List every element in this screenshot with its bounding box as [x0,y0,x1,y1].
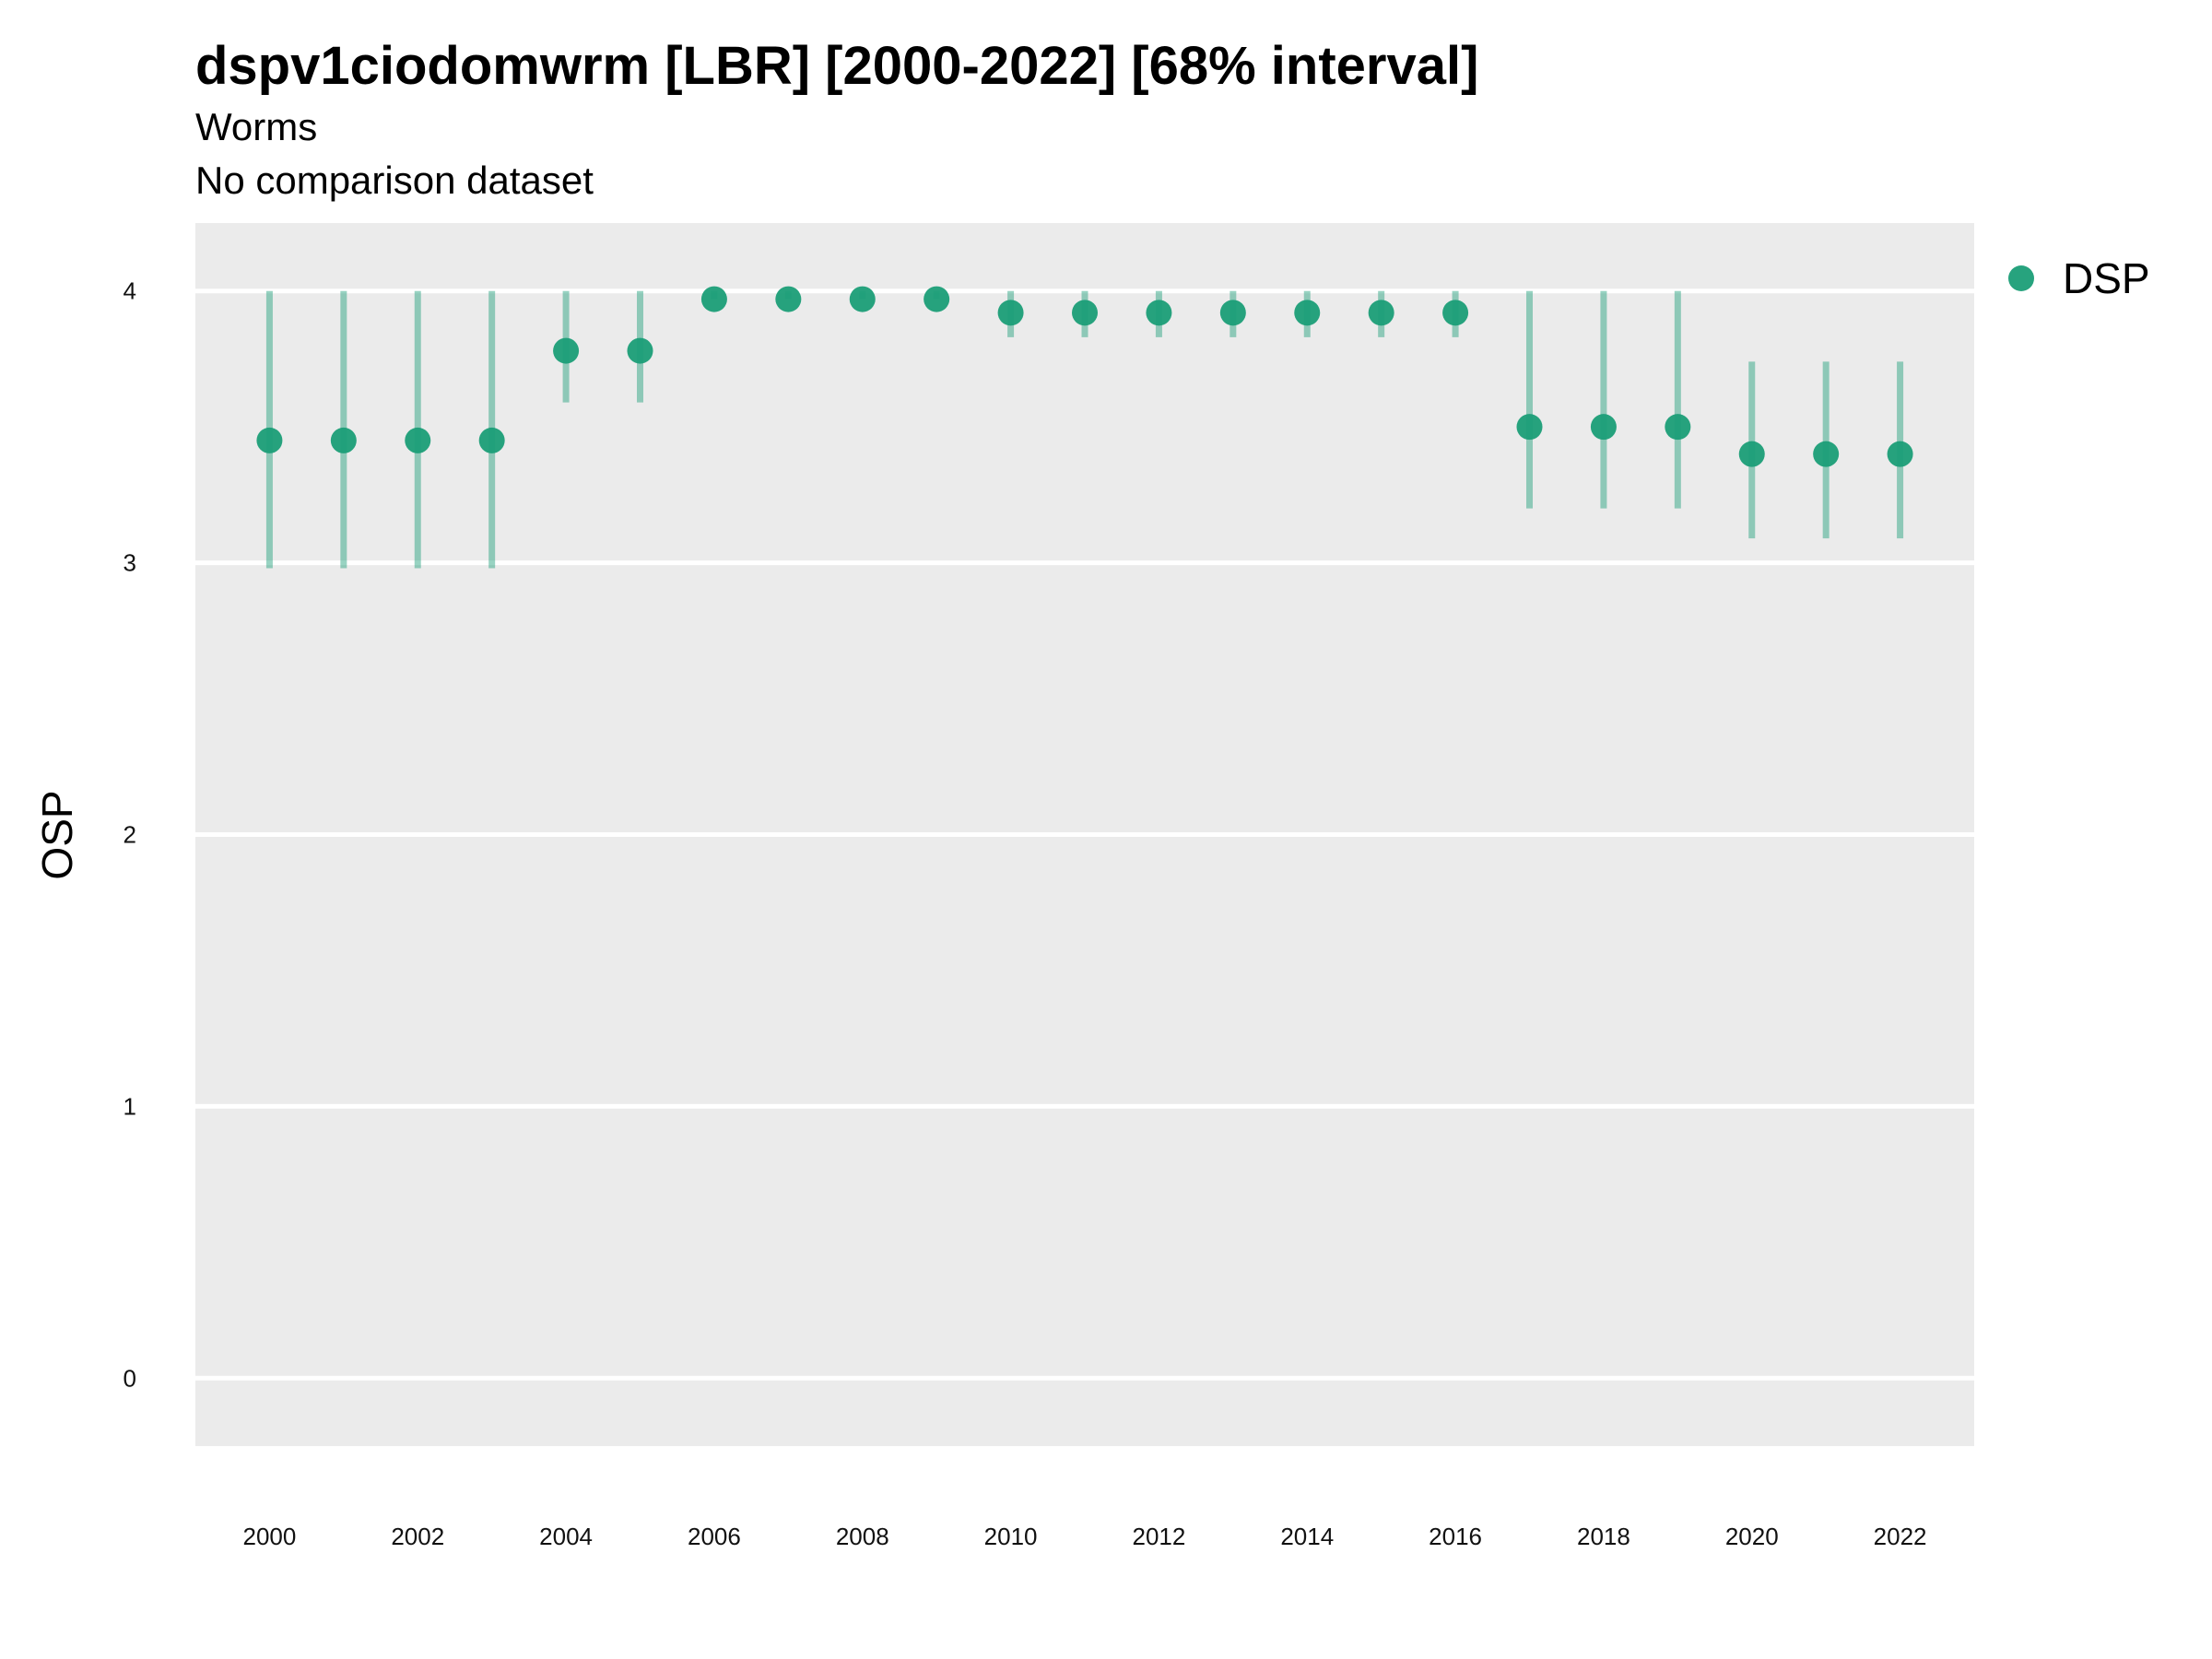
chart-subtitle: Worms [195,105,318,148]
legend: DSP [2008,254,2150,302]
data-point [1887,441,1913,467]
data-point [1738,441,1765,467]
data-point [1219,300,1246,326]
data-point [1442,300,1469,326]
data-point [849,286,876,312]
data-point [405,427,431,453]
grid-lines [195,288,1974,1381]
x-tick-label: 2004 [539,1523,593,1550]
data-point [478,427,505,453]
y-tick-labels: 0 1 2 3 4 [124,277,136,1393]
data-point [1294,300,1321,326]
data-point [924,286,950,312]
data-point [997,300,1024,326]
data-point [1146,300,1172,326]
x-tick-label: 2020 [1725,1523,1779,1550]
data-point [1072,300,1098,326]
y-tick-label: 4 [124,277,136,305]
y-tick-label: 1 [124,1092,136,1120]
x-tick-labels: 2000 2002 2004 2006 2008 2010 2012 2014 2016 2018… [242,1523,1926,1550]
x-tick-label: 2022 [1874,1523,1927,1550]
x-tick-label: 2010 [984,1523,1038,1550]
y-axis-title: OSP [33,790,81,879]
data-marks [256,286,1913,569]
x-tick-label: 2008 [836,1523,889,1550]
x-tick-label: 2016 [1429,1523,1482,1550]
data-point [775,286,802,312]
chart-title: dspv1ciodomwrm [LBR] [2000-2022] [68% in… [195,36,1479,96]
legend-dsp-marker [2008,265,2034,291]
x-tick-label: 2012 [1132,1523,1185,1550]
chart-caption: No comparison dataset [195,159,594,202]
data-point [700,286,727,312]
x-tick-label: 2006 [688,1523,741,1550]
data-point [1665,414,1691,441]
data-point [1590,414,1617,441]
data-point [330,427,357,453]
data-point [1516,414,1543,441]
x-tick-label: 2014 [1280,1523,1334,1550]
data-point [1368,300,1394,326]
y-tick-label: 2 [124,821,136,849]
data-point [1813,441,1840,467]
y-tick-label: 0 [124,1364,136,1392]
data-point [256,427,283,453]
y-tick-label: 3 [124,549,136,577]
x-tick-label: 2018 [1577,1523,1630,1550]
data-point [627,337,653,364]
legend-dsp-label: DSP [2063,254,2150,302]
x-tick-label: 2002 [391,1523,444,1550]
x-tick-label: 2000 [242,1523,296,1550]
data-point [553,337,580,364]
